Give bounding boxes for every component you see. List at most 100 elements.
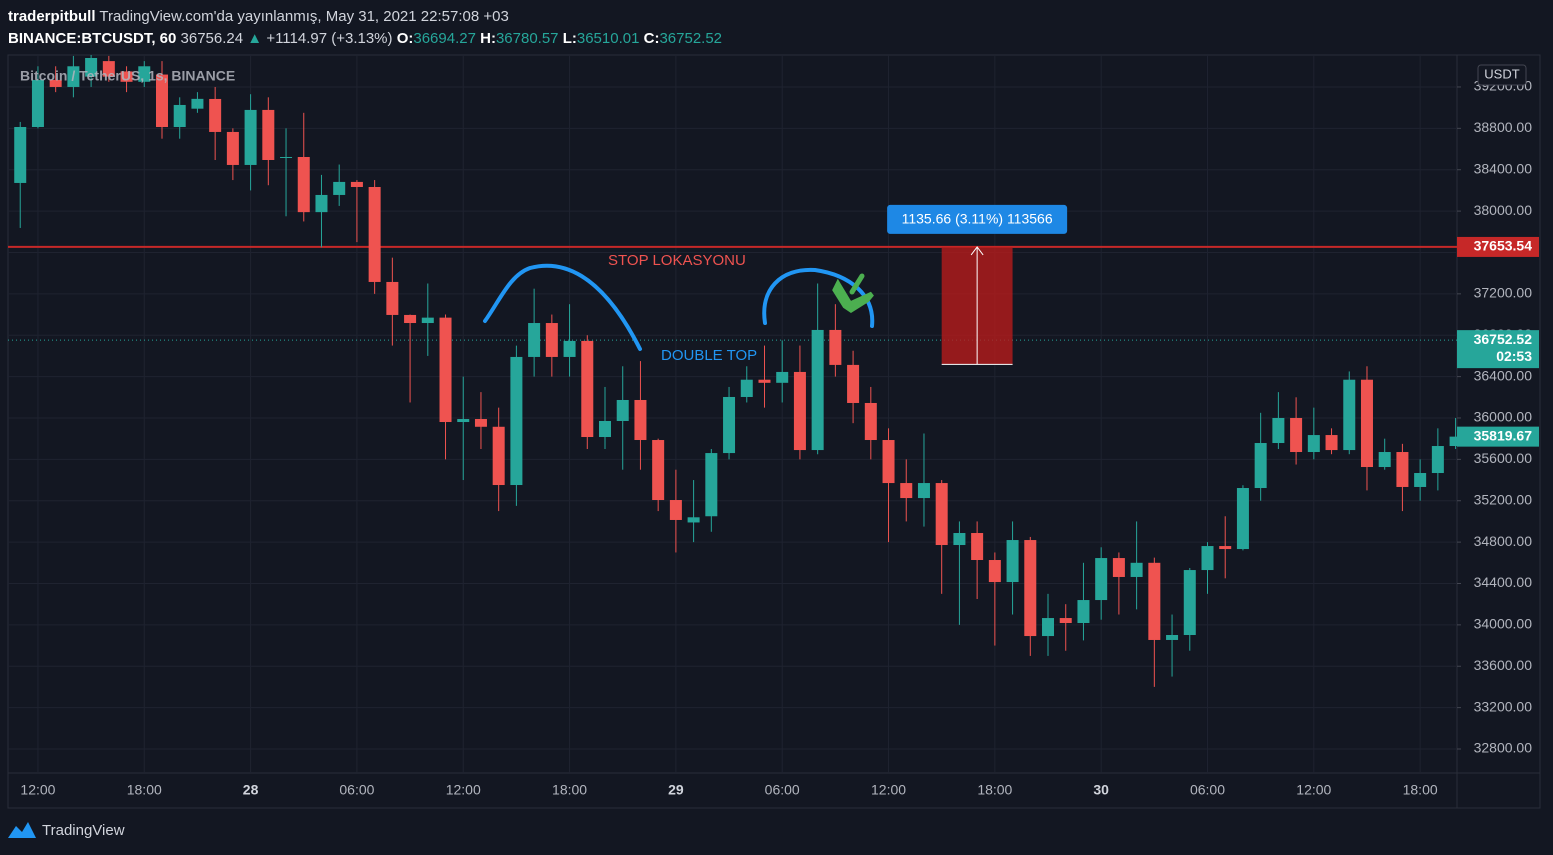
change: +1114.97 (+3.13%) [266, 30, 393, 47]
y-tick-label: 33200.00 [1474, 698, 1533, 714]
candle-body [652, 440, 665, 501]
y-tick-label: 38000.00 [1474, 202, 1533, 218]
candle-body [545, 323, 558, 357]
candle-body [1236, 488, 1249, 550]
candle-body [1449, 436, 1457, 447]
candle-body [85, 57, 98, 77]
candle-body [510, 356, 523, 486]
countdown: 02:53 [1496, 348, 1532, 364]
candle-body [829, 329, 842, 365]
legend: Bitcoin / TetherUS, 1s, BINANCE [20, 68, 235, 84]
candle-body [616, 399, 629, 421]
candle-body [457, 419, 470, 423]
stop-price-label-box [1457, 236, 1539, 257]
arrow-annotation [832, 273, 874, 313]
candle-body [988, 560, 1001, 583]
candle-body [173, 104, 186, 127]
candle-body [1219, 546, 1232, 550]
candle-body [350, 181, 363, 187]
brand: TradingView [8, 822, 125, 839]
y-tick-label: 36400.00 [1474, 367, 1533, 383]
x-tick-label: 06:00 [765, 782, 800, 798]
last: 36756.24 [180, 30, 244, 47]
candle-body [1148, 562, 1161, 640]
candle-body [1414, 473, 1427, 487]
candle-body [953, 533, 966, 546]
candle-body [1396, 452, 1409, 487]
header-line: BINANCE:BTCUSDT, 60 36756.24 ▲ +1114.97 … [8, 28, 722, 50]
candle-body [528, 323, 541, 357]
last-price-label-box [1457, 330, 1539, 369]
candle-body [49, 79, 62, 87]
candle-body [634, 399, 647, 441]
candle-body [793, 371, 806, 451]
candle-body [1272, 417, 1285, 444]
candle-body [882, 440, 895, 484]
candle-body [1360, 379, 1373, 468]
candle-body [1024, 540, 1037, 637]
y-tick-label: 38400.00 [1474, 160, 1533, 176]
header-line: traderpitbull TradingView.com'da yayınla… [8, 6, 722, 28]
candle-body [492, 426, 505, 486]
candle-body [935, 483, 948, 546]
candle-body [14, 126, 27, 183]
brand-logo [8, 822, 36, 838]
candle-body [1095, 558, 1108, 601]
x-tick-label: 12:00 [20, 782, 55, 798]
close-price-label: 35819.67 [1474, 427, 1533, 443]
c-label: C: [643, 30, 660, 47]
brand-name: TradingView [42, 822, 125, 839]
y-tick-label: 34000.00 [1474, 616, 1533, 632]
candle-body [404, 314, 417, 324]
candle-body [563, 340, 576, 357]
candle-body [138, 66, 151, 82]
y-tick-label: 38800.00 [1474, 119, 1533, 135]
candle-body [226, 131, 239, 165]
candle-body [244, 109, 257, 165]
candle-body [297, 156, 310, 213]
l-label: L: [562, 30, 577, 47]
x-tick-label: 18:00 [1403, 782, 1438, 798]
candle-body [971, 533, 984, 561]
o: 36694.27 [413, 30, 476, 47]
candle-body [1077, 600, 1090, 624]
x-tick-label: 18:00 [127, 782, 162, 798]
measure-label-box [887, 204, 1068, 234]
candle-body [1343, 379, 1356, 451]
x-tick-label: 28 [243, 782, 259, 798]
candle-body [917, 483, 930, 499]
candle-body [669, 500, 682, 520]
o-label: O: [396, 30, 414, 47]
y-tick-label: 36000.00 [1474, 409, 1533, 425]
candle-body [705, 453, 718, 517]
measure-label: 1135.66 (3.11%) 113566 [902, 211, 1053, 227]
arrow: ▲ [247, 30, 263, 47]
candle-body [758, 379, 771, 383]
candle-body [900, 483, 913, 499]
l: 36510.01 [576, 30, 640, 47]
x-tick-label: 12:00 [871, 782, 906, 798]
y-tick-label: 34800.00 [1474, 533, 1533, 549]
x-tick-label: 30 [1093, 782, 1109, 798]
candle-body [581, 340, 594, 438]
candle-body [1166, 635, 1179, 640]
currency: USDT [1484, 66, 1519, 81]
candle-body [102, 61, 115, 77]
candle-body [421, 317, 434, 324]
y-tick-label: 32800.00 [1474, 740, 1533, 756]
x-tick-label: 29 [668, 782, 684, 798]
x-tick-label: 12:00 [1296, 782, 1331, 798]
x-tick-label: 12:00 [446, 782, 481, 798]
candle-body [1254, 443, 1267, 489]
user: traderpitbull [8, 8, 96, 25]
candle-body [847, 364, 860, 403]
grid [8, 55, 1457, 773]
candle-body [315, 194, 328, 213]
candle-body [864, 402, 877, 441]
candle-body [155, 74, 168, 127]
candle-body [1201, 546, 1214, 571]
candle-body [1130, 562, 1143, 577]
candle-body [1042, 618, 1055, 637]
